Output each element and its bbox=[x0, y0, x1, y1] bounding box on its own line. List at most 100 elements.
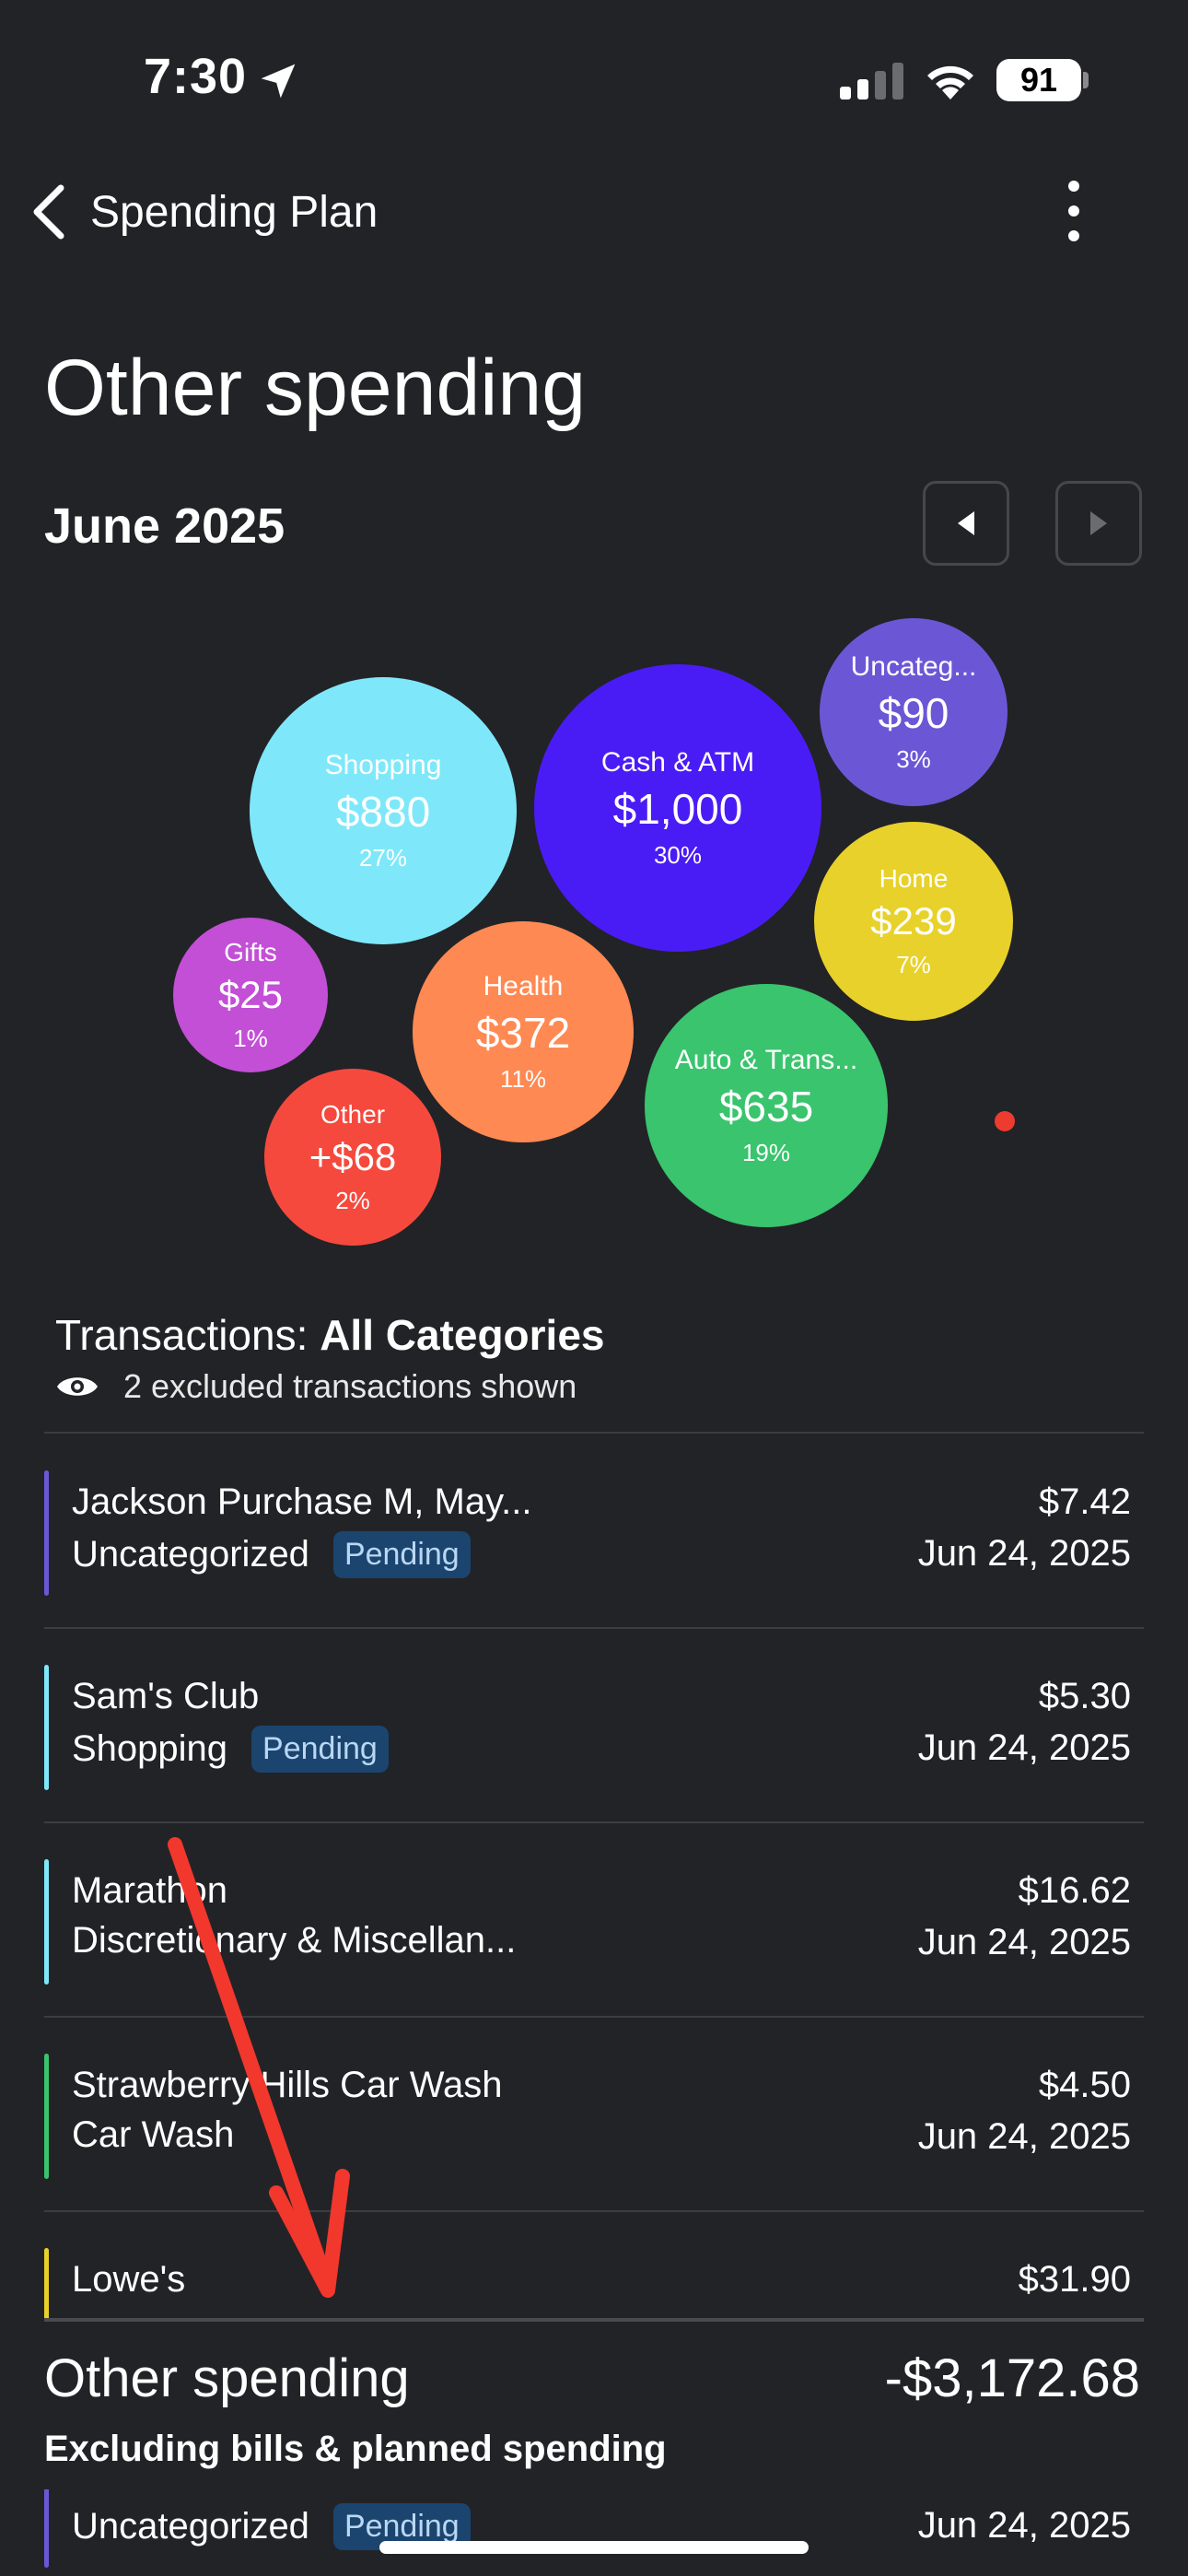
transaction-amount: $7.42 bbox=[1038, 1481, 1131, 1522]
bubble-percent: 7% bbox=[896, 950, 931, 978]
transaction-category-row: Discretionary & Miscellan... bbox=[72, 1920, 516, 1961]
category-bubble[interactable]: Uncateg... $90 3% bbox=[820, 618, 1007, 806]
page-title: Other spending bbox=[44, 344, 587, 432]
transaction-amount: $31.90 bbox=[1018, 2259, 1131, 2300]
category-bubble[interactable]: Cash & ATM $1,000 30% bbox=[534, 664, 821, 952]
excluded-transactions-toggle[interactable]: 2 excluded transactions shown bbox=[55, 1367, 577, 1406]
summary-title: Other spending bbox=[44, 2348, 410, 2408]
transaction-category: Uncategorized bbox=[72, 1534, 309, 1575]
transaction-row[interactable]: Strawberry Hills Car Wash Car Wash $4.50 Ju… bbox=[44, 2017, 1144, 2210]
transaction-amount: $4.50 bbox=[1038, 2065, 1131, 2105]
battery-indicator: 91 bbox=[996, 59, 1081, 101]
transaction-row[interactable]: Marathon Discretionary & Miscellan... $16.… bbox=[44, 1822, 1144, 2016]
category-color-bar bbox=[44, 1665, 49, 1790]
transaction-category-row: Uncategorized Pending bbox=[72, 1531, 471, 1578]
bubble-category-name: Cash & ATM bbox=[600, 746, 755, 778]
back-label: Spending Plan bbox=[90, 187, 379, 237]
bubble-category-name: Shopping bbox=[324, 749, 442, 780]
bubble-category-name: Other bbox=[320, 1099, 386, 1129]
bubble-category-name: Auto & Trans... bbox=[674, 1044, 858, 1075]
bubble-category-name: Home bbox=[879, 863, 949, 893]
category-bubble[interactable]: Gifts $25 1% bbox=[173, 918, 328, 1072]
category-bubble-chart: Shopping $880 27% Cash & ATM $1,000 30% Uncate… bbox=[0, 590, 1188, 1271]
divider bbox=[44, 2016, 1144, 2018]
more-vertical-icon-dot bbox=[1068, 230, 1079, 241]
bubble-percent: 3% bbox=[896, 744, 931, 773]
sheet-divider bbox=[44, 2318, 1144, 2322]
red-dot bbox=[995, 1111, 1015, 1131]
triangle-right-icon bbox=[1090, 511, 1107, 535]
location-arrow-icon bbox=[261, 64, 296, 99]
transaction-amount: $16.62 bbox=[1018, 1870, 1131, 1911]
category-color-bar bbox=[44, 1470, 49, 1596]
summary-subtitle: Excluding bills & planned spending bbox=[44, 2429, 667, 2469]
eye-icon bbox=[57, 1377, 98, 1396]
battery-nub bbox=[1083, 72, 1089, 88]
bubble-percent: 11% bbox=[499, 1064, 547, 1093]
chevron-left-icon bbox=[33, 184, 64, 240]
more-menu-button[interactable] bbox=[1055, 181, 1092, 241]
transaction-category: Car Wash bbox=[72, 2114, 235, 2155]
category-color-bar bbox=[44, 1859, 49, 1985]
bubble-amount: $635 bbox=[718, 1082, 814, 1130]
next-month-button[interactable] bbox=[1055, 481, 1142, 566]
transactions-filter: All Categories bbox=[320, 1311, 605, 1359]
month-label: June 2025 bbox=[44, 498, 285, 554]
transaction-category: Discretionary & Miscellan... bbox=[72, 1920, 517, 1961]
transaction-merchant: Strawberry Hills Car Wash bbox=[72, 2065, 503, 2105]
category-color-bar bbox=[44, 2248, 49, 2373]
transaction-merchant: Lowe's bbox=[72, 2259, 186, 2300]
bubble-amount: $25 bbox=[217, 972, 284, 1016]
category-color-bar bbox=[44, 2442, 49, 2568]
transaction-category-row: Shopping Pending bbox=[72, 1726, 389, 1773]
transaction-amount: $5.30 bbox=[1038, 1676, 1131, 1716]
excluded-transactions-text: 2 excluded transactions shown bbox=[123, 1367, 577, 1405]
status-time: 7:30 bbox=[144, 49, 248, 104]
status-bar: 7:30 91 bbox=[0, 0, 1188, 157]
category-color-bar bbox=[44, 2054, 49, 2179]
transaction-category: Uncategorized bbox=[72, 2506, 309, 2547]
transaction-row[interactable]: Lowe's $31.90 bbox=[44, 2211, 1144, 2405]
wifi-icon bbox=[927, 65, 973, 100]
transaction-date: Jun 24, 2025 bbox=[917, 1922, 1131, 1962]
divider bbox=[44, 2210, 1144, 2212]
home-indicator bbox=[379, 2541, 809, 2554]
bubble-amount: $90 bbox=[878, 688, 949, 737]
bubble-percent: 27% bbox=[358, 843, 408, 872]
divider bbox=[44, 1821, 1144, 1823]
cell-signal-icon bbox=[840, 63, 903, 100]
category-bubble[interactable]: Shopping $880 27% bbox=[250, 677, 517, 944]
transaction-date: Jun 24, 2025 bbox=[917, 2116, 1131, 2157]
bubble-category-name: Uncateg... bbox=[850, 650, 977, 682]
divider bbox=[44, 1432, 1144, 1434]
pending-badge: Pending bbox=[251, 1726, 389, 1773]
transaction-row[interactable]: Jackson Purchase M, May... Uncategorized P… bbox=[44, 1434, 1144, 1627]
transaction-date: Jun 24, 2025 bbox=[917, 2505, 1131, 2546]
transactions-header[interactable]: Transactions: All Categories bbox=[55, 1310, 605, 1360]
bubble-amount: $880 bbox=[335, 787, 431, 836]
category-bubble[interactable]: Home $239 7% bbox=[814, 822, 1013, 1021]
bubble-category-name: Health bbox=[483, 970, 564, 1001]
transaction-row[interactable]: Sam's Club Shopping Pending $5.30 Jun 24, 20… bbox=[44, 1628, 1144, 1821]
category-bubble[interactable]: Other +$68 2% bbox=[264, 1069, 441, 1246]
transaction-date: Jun 24, 2025 bbox=[917, 1727, 1131, 1768]
transaction-merchant: Jackson Purchase M, May... bbox=[72, 1481, 532, 1522]
bubble-amount: $1,000 bbox=[612, 784, 743, 833]
summary-total: -$3,172.68 bbox=[884, 2348, 1140, 2408]
summary-sheet[interactable]: Other spending -$3,172.68 Excluding bill… bbox=[0, 2318, 1188, 2489]
bubble-amount: $372 bbox=[475, 1008, 571, 1057]
bubble-amount: $239 bbox=[870, 898, 957, 943]
bubble-amount: +$68 bbox=[309, 1134, 397, 1178]
transaction-merchant: Sam's Club bbox=[72, 1676, 260, 1716]
category-bubble[interactable]: Health $372 11% bbox=[413, 921, 634, 1142]
previous-month-button[interactable] bbox=[923, 481, 1009, 566]
triangle-left-icon bbox=[958, 511, 974, 535]
transaction-merchant: Marathon bbox=[72, 1870, 227, 1911]
transaction-category: Shopping bbox=[72, 1728, 228, 1769]
back-button[interactable]: Spending Plan bbox=[28, 175, 378, 249]
more-vertical-icon bbox=[1068, 181, 1079, 192]
bubble-percent: 1% bbox=[233, 1024, 268, 1052]
bubble-percent: 30% bbox=[653, 840, 703, 869]
category-bubble[interactable]: Auto & Trans... $635 19% bbox=[645, 984, 888, 1227]
